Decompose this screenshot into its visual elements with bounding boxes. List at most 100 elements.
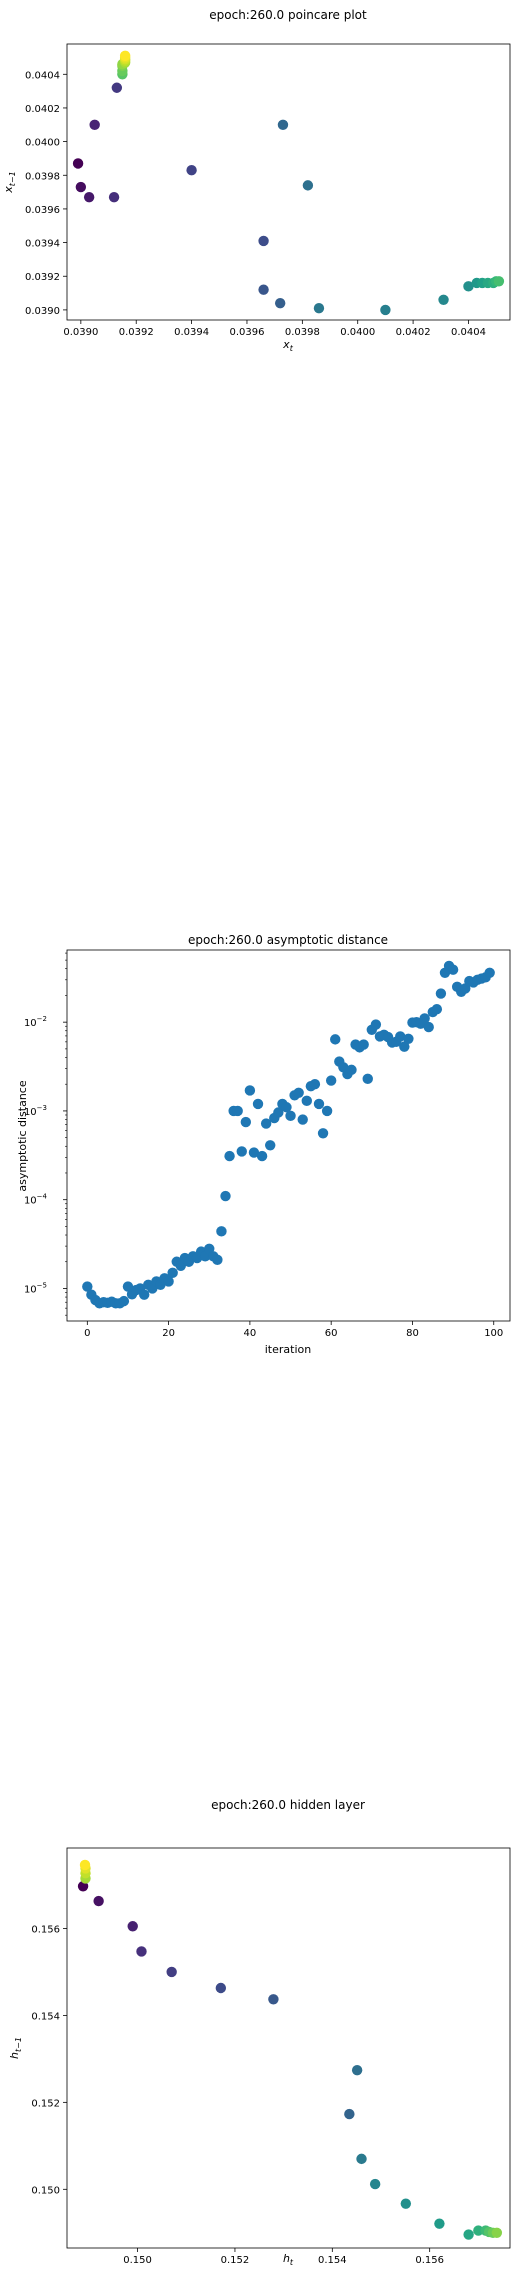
x-tick-label: 0.0398 (285, 327, 320, 338)
data-point (252, 1098, 264, 1110)
data-point (273, 1107, 284, 1118)
data-point (82, 1281, 93, 1292)
data-point (93, 1895, 104, 1907)
chart-title: epoch:260.0 poincare plot (209, 8, 367, 22)
data-point (356, 2153, 367, 2165)
x-axis-ticks: 0.0390 0.0392 0.0394 0.0396 0.0398 0.0400 0.04… (63, 320, 486, 338)
data-point (293, 1087, 304, 1099)
data-point (79, 1859, 91, 1871)
plot-area (66, 1847, 511, 2249)
data-point (256, 1150, 268, 1162)
data-point (493, 276, 505, 287)
data-point (127, 1921, 138, 1932)
x-tick-label: 0.154 (318, 2255, 347, 2266)
y-tick-label: 0.0400 (25, 138, 60, 149)
data-point (330, 1034, 341, 1045)
data-point (313, 303, 325, 314)
y-tick-label: 0.150 (31, 2185, 60, 2196)
data-point (216, 1226, 227, 1237)
data-point (297, 1114, 308, 1125)
data-point (212, 1254, 223, 1266)
chart-title: epoch:260.0 asymptotic distance (188, 933, 388, 947)
data-points (77, 1859, 503, 2240)
x-tick-label: 0.0402 (396, 327, 431, 338)
data-point (473, 2225, 484, 2236)
y-tick-label: 0.0404 (25, 70, 60, 81)
chart-title: epoch:260.0 hidden layer (211, 1798, 365, 1812)
data-point (419, 1013, 430, 1024)
data-point (77, 1881, 89, 1892)
data-point (122, 1281, 134, 1292)
data-point (438, 294, 449, 306)
plot-area (66, 949, 511, 1322)
data-point (313, 1098, 325, 1110)
y-tick-label: 0.0392 (25, 272, 60, 283)
y-axis-ticks: 10−510−410−310−2 (24, 952, 67, 1316)
data-point (240, 1116, 252, 1128)
data-point (248, 1147, 260, 1158)
y-tick-label: 0.154 (31, 2011, 60, 2022)
data-point (325, 1075, 337, 1086)
x-tick-label: 0.0390 (63, 327, 98, 338)
y-tick-label: 0.0390 (25, 306, 60, 317)
x-axis-label: ht (283, 2252, 294, 2267)
x-tick-label: 0.152 (221, 2255, 250, 2266)
data-point (309, 1079, 321, 1090)
data-point (395, 1031, 406, 1042)
data-point (215, 1982, 227, 1994)
data-point (75, 181, 87, 193)
y-axis-label: xt−1 (2, 171, 17, 193)
y-tick-label: 10−2 (24, 1015, 47, 1029)
data-points (72, 50, 505, 316)
data-point (258, 235, 269, 247)
data-points (82, 960, 495, 1309)
y-tick-label: 0.0396 (25, 205, 60, 216)
x-tick-label: 0.156 (415, 2255, 444, 2266)
data-point (277, 119, 289, 130)
y-tick-label: 0.0394 (25, 239, 60, 250)
x-axis-label: xt (282, 338, 294, 353)
data-point (163, 1276, 174, 1287)
data-point (118, 1295, 130, 1307)
y-tick-label: 10−5 (24, 1281, 47, 1295)
x-tick-label: 40 (244, 1328, 257, 1339)
data-point (274, 297, 286, 309)
data-point (399, 1041, 410, 1052)
data-point (400, 2198, 412, 2209)
data-point (358, 1039, 369, 1050)
data-point (232, 1105, 243, 1117)
y-tick-label: 0.156 (31, 1924, 60, 1935)
data-point (139, 1289, 150, 1300)
data-point (108, 191, 120, 203)
asymptotic-distance-chart: epoch:260.0 asymptotic distance 0 20 40 60 8… (16, 933, 511, 1356)
data-point (265, 1140, 276, 1151)
data-point (447, 964, 459, 975)
data-point (136, 1946, 147, 1957)
y-tick-label: 0.0402 (25, 104, 60, 115)
data-point (321, 1105, 333, 1117)
y-axis-ticks: 0.150 0.152 0.154 0.156 (31, 1924, 67, 2196)
data-point (351, 2064, 363, 2076)
data-point (175, 1260, 186, 1272)
data-point (344, 2108, 355, 2120)
x-tick-label: 0.0394 (174, 327, 209, 338)
x-tick-label: 20 (162, 1328, 175, 1339)
data-point (346, 1064, 357, 1076)
y-tick-label: 0.0398 (25, 171, 60, 182)
data-point (423, 1021, 434, 1033)
data-point (72, 158, 84, 169)
x-axis-ticks: 0.150 0.152 0.154 0.156 (123, 2248, 444, 2266)
data-point (403, 1033, 414, 1044)
data-point (258, 284, 269, 295)
x-tick-label: 100 (484, 1328, 503, 1339)
data-point (166, 1966, 177, 1978)
x-tick-label: 0.0400 (340, 327, 375, 338)
data-point (260, 1118, 272, 1129)
data-point (119, 50, 131, 61)
hidden-layer-chart: epoch:260.0 hidden layer 0.150 0.152 0.154… (8, 1798, 511, 2267)
data-point (463, 281, 474, 292)
data-point (220, 1190, 231, 1202)
data-point (362, 1073, 373, 1085)
data-point (434, 2218, 445, 2229)
